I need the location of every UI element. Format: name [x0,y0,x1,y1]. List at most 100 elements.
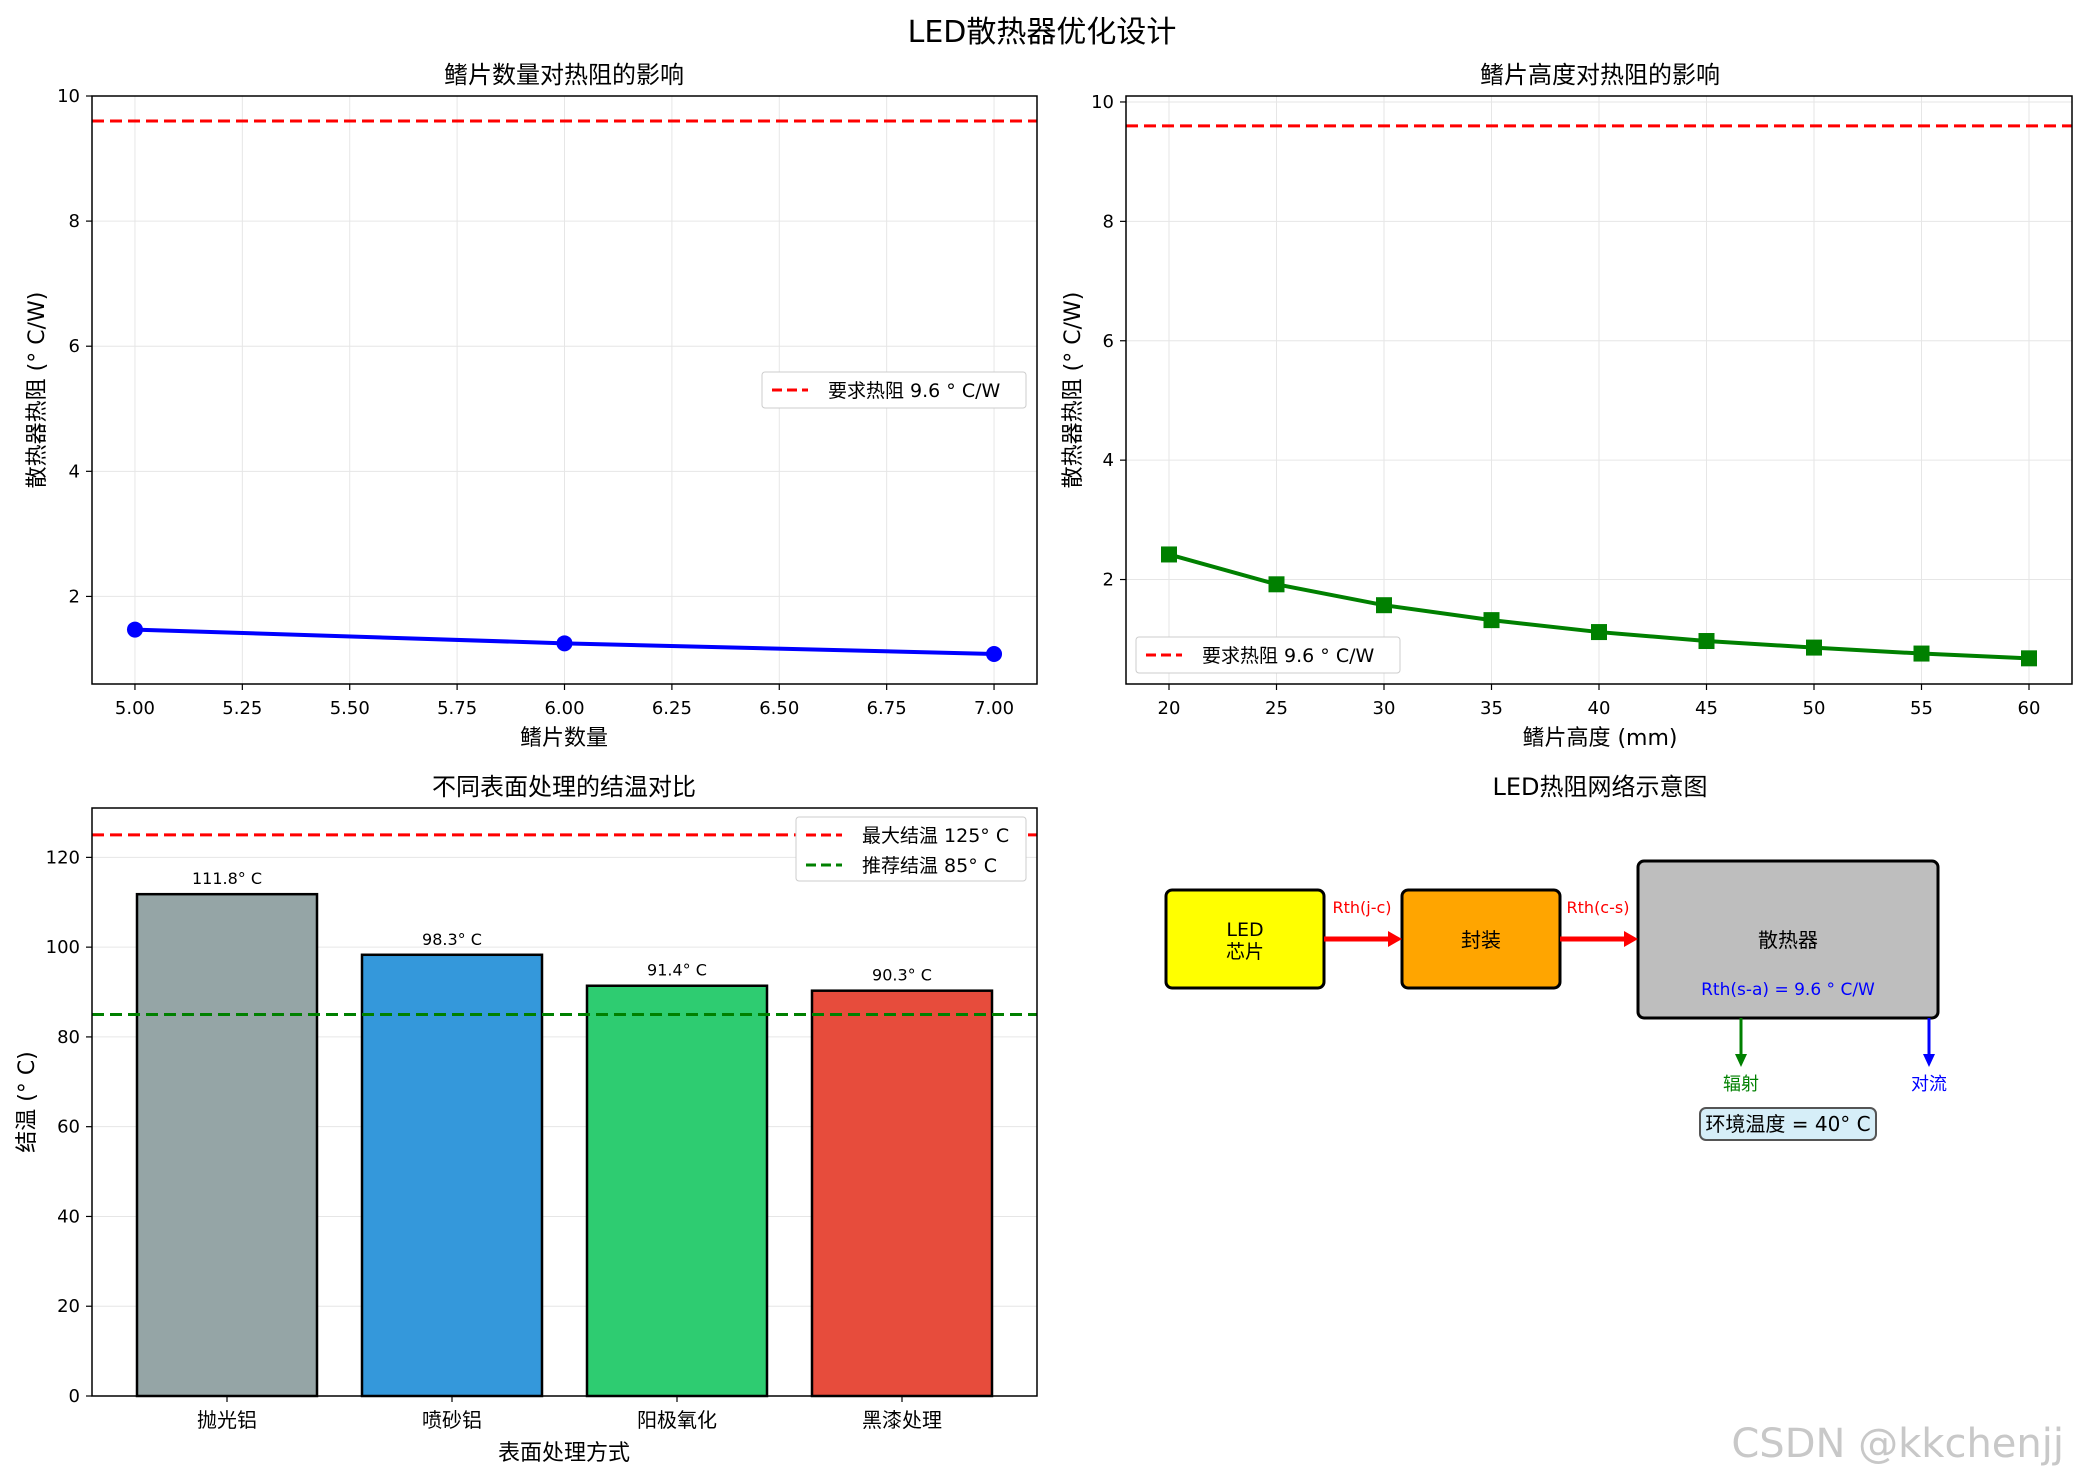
y-tick-label: 8 [1103,211,1114,232]
x-tick-label: 5.50 [330,698,370,719]
chart-title: 不同表面处理的结温对比 [432,773,696,801]
x-tick-label: 45 [1695,698,1718,719]
watermark: CSDN @kkchenjj [1731,1421,2064,1467]
y-tick-label: 120 [46,847,80,868]
legend-box [1135,636,1401,674]
x-tick-label: 35 [1480,698,1503,719]
y-tick-label: 8 [69,211,80,232]
data-point [1698,633,1715,650]
rth-cs-label: Rth(c-s) [1567,898,1630,917]
chip-label-line2: 芯片 [1226,941,1264,963]
legend: 要求热阻 9.6 ° C/W [1135,636,1401,674]
legend-label: 要求热阻 9.6 ° C/W [1202,645,1375,667]
x-tick-label: 6.00 [544,698,584,719]
x-tick-label: 60 [2018,698,2041,719]
convection-label: 对流 [1911,1074,1947,1095]
bar-value-label: 91.4° C [647,961,707,980]
data-point [2021,650,2037,667]
rth-sa-label: Rth(s-a) = 9.6 ° C/W [1701,980,1875,1000]
y-tick-label: 2 [69,586,80,607]
bar [585,984,769,1398]
y-axis-label: 结温 (° C) [15,1051,40,1153]
rth-jc-label: Rth(j-c) [1332,898,1391,917]
arrow-cs-head [1624,931,1638,947]
y-axis-label: 散热器热阻 (° C/W) [25,292,50,489]
radiation-arrow-head [1735,1054,1747,1067]
grid [1126,96,2072,684]
plot-frame [91,807,1038,1397]
data-point [126,621,143,638]
bars: 111.8° C 98.3° C 91.4° C 90.3° C [135,869,994,1398]
legend-box [761,371,1027,409]
y-axis-label: 散热器热阻 (° C/W) [1061,292,1086,489]
ambient-label: 环境温度 = 40° C [1705,1112,1870,1136]
legend-label: 推荐结温 85° C [862,855,997,877]
reference-lines [92,833,1037,1016]
x-tick-label: 5.00 [115,698,155,719]
x-tick-label: 6.25 [652,698,692,719]
y-tick-label: 2 [1103,570,1114,591]
radiation-label: 辐射 [1723,1074,1759,1095]
x-tick-label: 40 [1588,698,1611,719]
data-point [986,645,1003,662]
data-point [1161,546,1177,563]
data-point [1591,624,1607,641]
ambient-box [1699,1107,1877,1141]
bar-value-label: 98.3° C [422,930,482,949]
bar [810,989,994,1398]
x-axis-label: 鳍片高度 (mm) [1522,726,1677,751]
y-tick-label: 10 [1091,92,1114,113]
chart-surface-treatment: 不同表面处理的结温对比 111.8° C 98.3° C 91.4° C 90.3° … [15,773,1038,1466]
package-label: 封装 [1461,928,1501,952]
x-tick-label: 7.00 [974,698,1014,719]
y-tick-label: 4 [69,461,80,482]
arrow-jc-head [1388,931,1402,947]
ticks: 0 20 40 60 80 100 120 抛光铝 喷砂铝 阳极氧化 黑漆处理 [46,847,942,1432]
convection-arrow-head [1923,1054,1935,1067]
chart-fin-height: 鳍片高度对热阻的影响 20 25 30 35 40 45 50 55 60 2 4 6 8 10 鳍片高度… [1061,61,2073,751]
legend: 最大结温 125° C 推荐结温 85° C [795,816,1027,882]
x-tick-label: 50 [1803,698,1826,719]
ticks: 20 25 30 35 40 45 50 55 60 2 4 6 8 10 [1091,92,2040,719]
heatsink-label: 散热器 [1758,928,1818,952]
y-tick-label: 20 [57,1296,80,1317]
y-tick-label: 6 [1103,331,1114,352]
x-tick-label: 喷砂铝 [422,1408,482,1432]
x-axis-label: 鳍片数量 [520,726,608,751]
x-tick-label: 阳极氧化 [637,1408,717,1432]
chart-title: 鳍片数量对热阻的影响 [444,61,684,89]
data-point [556,635,573,652]
x-tick-label: 55 [1910,698,1933,719]
ticks: 5.00 5.25 5.50 5.75 6.00 6.25 6.50 6.75 7.00 2 4 6 8… [57,86,1014,719]
y-tick-label: 80 [57,1027,80,1048]
y-tick-label: 40 [57,1206,80,1227]
series [1161,546,2037,667]
y-tick-label: 100 [46,937,80,958]
x-tick-label: 黑漆处理 [862,1408,942,1432]
y-tick-label: 6 [69,336,80,357]
thermal-network-diagram: LED热阻网络示意图 LED 芯片 封装 散热器 Rth(s-a) = 9.6 … [1164,773,1947,1141]
x-tick-label: 5.25 [222,698,262,719]
chip-label-line1: LED [1226,919,1263,941]
data-point [1483,612,1500,629]
y-tick-label: 0 [69,1386,80,1407]
figure-title: LED散热器优化设计 [908,15,1177,50]
x-tick-label: 抛光铝 [197,1408,257,1432]
x-tick-label: 6.50 [759,698,799,719]
series [126,621,1003,662]
bar-value-label: 90.3° C [872,966,932,985]
x-tick-label: 20 [1158,698,1181,719]
x-tick-label: 25 [1265,698,1288,719]
chart-title: 鳍片高度对热阻的影响 [1480,61,1720,89]
diagram-title: LED热阻网络示意图 [1492,773,1707,801]
chart-fin-count: 鳍片数量对热阻的影响 5.00 5.25 5.50 5.75 6.00 6.25 6.50 6… [25,61,1038,751]
x-tick-label: 30 [1373,698,1396,719]
heatsink-box [1636,859,1940,1020]
legend-label: 要求热阻 9.6 ° C/W [828,380,1001,402]
y-tick-label: 10 [57,86,80,107]
bar [135,892,319,1398]
x-tick-label: 6.75 [867,698,907,719]
y-tick-label: 60 [57,1117,80,1138]
bar-value-label: 111.8° C [192,869,262,888]
